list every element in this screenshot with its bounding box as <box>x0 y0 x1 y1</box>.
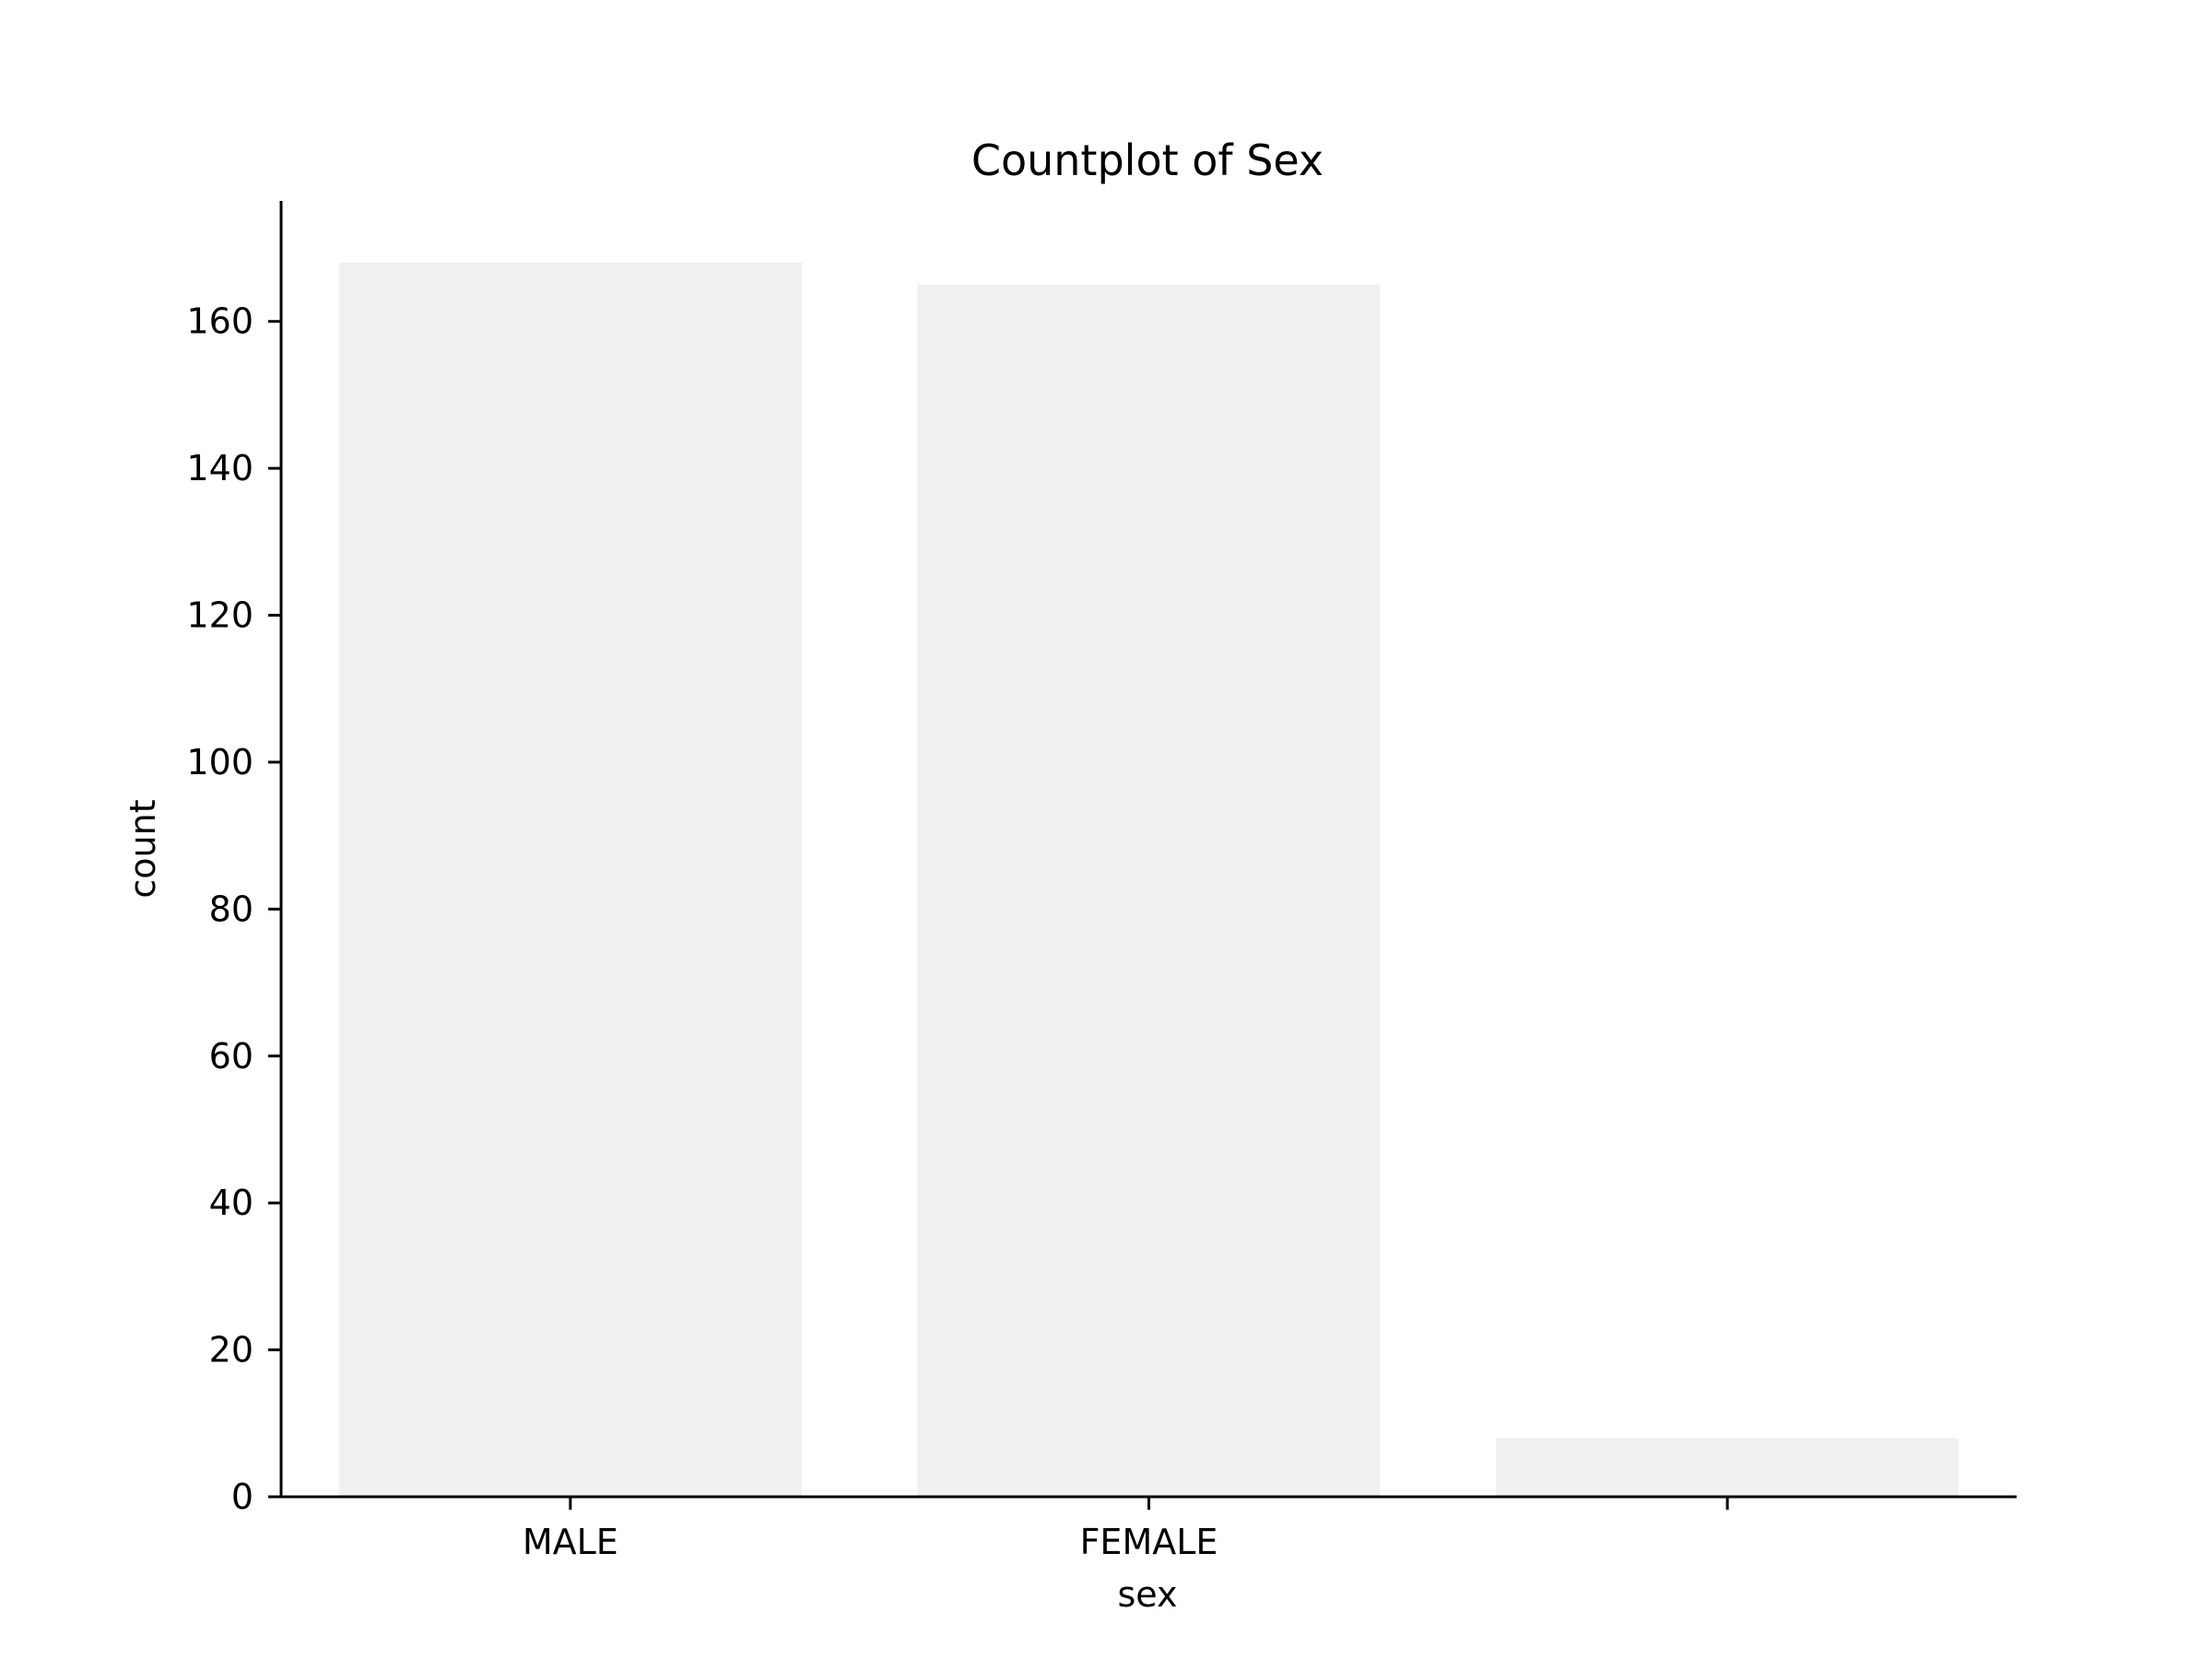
chart-title: Countplot of Sex <box>971 135 1324 185</box>
x-axis: MALE FEMALE <box>523 1497 1729 1562</box>
y-tick-label: 80 <box>209 888 253 929</box>
bar-unlabeled <box>1496 1438 1959 1497</box>
bar-female <box>917 284 1381 1497</box>
y-axis-title: count <box>123 799 163 898</box>
y-tick-label: 100 <box>186 742 253 782</box>
y-tick-label: 140 <box>186 448 253 488</box>
y-tick-label: 20 <box>209 1330 253 1371</box>
x-axis-title: sex <box>1118 1574 1178 1615</box>
y-tick-label: 160 <box>186 301 253 342</box>
y-axis: 0 20 40 60 80 100 120 140 160 <box>186 301 281 1517</box>
y-tick-label: 40 <box>209 1182 253 1223</box>
y-tick-label: 120 <box>186 595 253 636</box>
y-tick-label: 0 <box>231 1477 253 1517</box>
bars-layer <box>338 262 1959 1497</box>
x-tick-label: FEMALE <box>1080 1522 1218 1562</box>
bar-male <box>338 262 802 1497</box>
y-tick-label: 60 <box>209 1036 253 1077</box>
x-tick-label: MALE <box>523 1522 618 1562</box>
